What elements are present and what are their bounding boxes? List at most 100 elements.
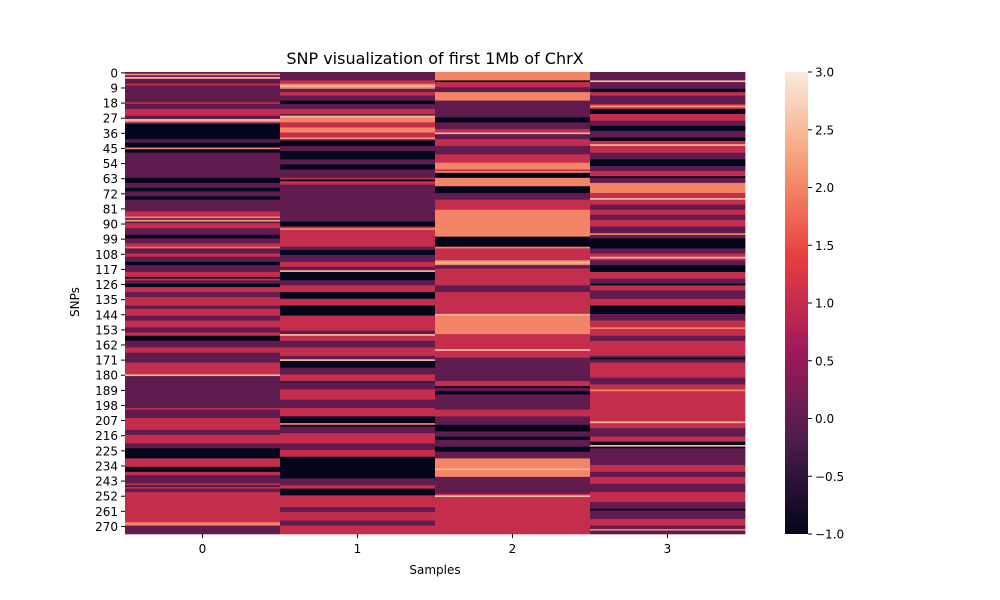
heatmap-cell — [435, 357, 591, 382]
heatmap-cell — [125, 216, 281, 219]
heatmap-cell — [125, 429, 281, 436]
heatmap-cell — [280, 347, 436, 357]
heatmap-cell — [125, 443, 281, 449]
heatmap-cell — [590, 114, 746, 122]
y-tick-label: 126 — [95, 278, 118, 292]
heatmap-cell — [435, 199, 591, 211]
heatmap-cell — [435, 476, 591, 494]
heatmap-cell — [280, 525, 436, 535]
heatmap-cell — [280, 423, 436, 426]
heatmap-cell — [435, 416, 591, 426]
colorbar-ticks: −1.0 −0.5 0.0 0.5 1.0 1.5 2.0 2.5 3.0 — [808, 66, 844, 542]
heatmap-cell — [125, 409, 281, 419]
heatmap-cell — [125, 119, 281, 122]
heatmap-cell — [590, 182, 746, 194]
heatmap-cell — [125, 147, 281, 150]
heatmap-cell — [280, 399, 436, 409]
heatmap-cell — [590, 108, 746, 115]
heatmap-cell — [435, 122, 591, 130]
heatmap-cell — [280, 85, 436, 88]
y-tick-label: 252 — [95, 490, 118, 504]
heatmap-cell — [125, 85, 281, 103]
heatmap-cell — [590, 508, 746, 511]
heatmap-cell — [280, 159, 436, 165]
heatmap-cell — [125, 228, 281, 236]
heatmap-cell — [590, 448, 746, 466]
heatmap-cell — [280, 305, 436, 316]
heatmap-cell — [280, 485, 436, 489]
heatmap-cell — [590, 248, 746, 254]
colorbar-tick-label: 1.5 — [815, 239, 834, 253]
heatmap-cell — [280, 169, 436, 179]
heatmap-cell — [435, 387, 591, 392]
heatmap-cell — [280, 408, 436, 417]
heatmap-cell — [280, 416, 436, 424]
heatmap-cell — [435, 394, 591, 410]
heatmap-cell — [125, 238, 281, 244]
y-tick-label: 234 — [95, 459, 118, 473]
heatmap-cell — [125, 278, 281, 281]
heatmap-cell — [125, 483, 281, 486]
heatmap-cell — [590, 446, 746, 449]
x-axis-ticks: 0 1 2 3 — [199, 534, 671, 556]
heatmap-cell — [125, 256, 281, 263]
y-tick-label: 144 — [95, 308, 118, 322]
y-tick-label: 81 — [103, 202, 118, 216]
heatmap-cell — [590, 530, 746, 535]
heatmap-cell — [590, 120, 746, 127]
heatmap-cell — [125, 120, 281, 123]
heatmap-cell — [435, 209, 591, 237]
heatmap-cell — [280, 266, 436, 271]
heatmap-cell — [435, 177, 591, 187]
heatmap-cell — [280, 139, 436, 142]
heatmap-cell — [125, 73, 281, 76]
heatmap-cell — [280, 226, 436, 229]
heatmap-cell — [280, 122, 436, 128]
heatmap-cell — [590, 327, 746, 330]
heatmap-cell — [435, 82, 591, 88]
heatmap-cell — [280, 360, 436, 368]
heatmap-cell — [590, 340, 746, 357]
y-tick-label: 90 — [103, 218, 118, 232]
heatmap-cell — [280, 478, 436, 486]
heatmap-cell — [590, 199, 746, 206]
heatmap-cell — [435, 134, 591, 140]
y-tick-label: 270 — [95, 520, 118, 534]
colorbar-tick-label: 1.0 — [815, 297, 834, 311]
heatmap-cell — [125, 376, 281, 409]
heatmap-cell — [280, 228, 436, 231]
heatmap-cell — [125, 362, 281, 375]
heatmap-cell — [435, 391, 591, 395]
heatmap-cell — [435, 117, 591, 123]
heatmap-cell — [590, 359, 746, 363]
heatmap-cell — [590, 320, 746, 328]
heatmap-cell — [435, 458, 591, 469]
heatmap-cell — [125, 177, 281, 184]
heatmap-cell — [435, 349, 591, 352]
heatmap-cell — [590, 137, 746, 142]
heatmap-cell — [435, 236, 591, 248]
heatmap-cell — [125, 522, 281, 526]
heatmap-cell — [280, 450, 436, 458]
heatmap-cell — [280, 335, 436, 342]
y-tick-label: 45 — [103, 142, 118, 156]
y-tick-label: 171 — [95, 354, 118, 368]
heatmap-cell — [280, 114, 436, 116]
heatmap-cell — [125, 199, 281, 212]
y-tick-label: 0 — [110, 66, 118, 80]
heatmap-cell — [590, 518, 746, 526]
heatmap-cell — [125, 265, 281, 273]
heatmap-cell — [125, 211, 281, 217]
heatmap-cell — [125, 248, 281, 254]
heatmap-cell — [280, 72, 436, 81]
heatmap-cell — [280, 83, 436, 86]
heatmap-cell — [435, 495, 591, 498]
heatmap-cell — [280, 340, 436, 348]
heatmap-cell — [280, 255, 436, 263]
heatmap-cell — [280, 298, 436, 306]
heatmap-cell — [590, 441, 746, 446]
heatmap-cell — [125, 297, 281, 306]
y-tick-label: 72 — [103, 187, 118, 201]
